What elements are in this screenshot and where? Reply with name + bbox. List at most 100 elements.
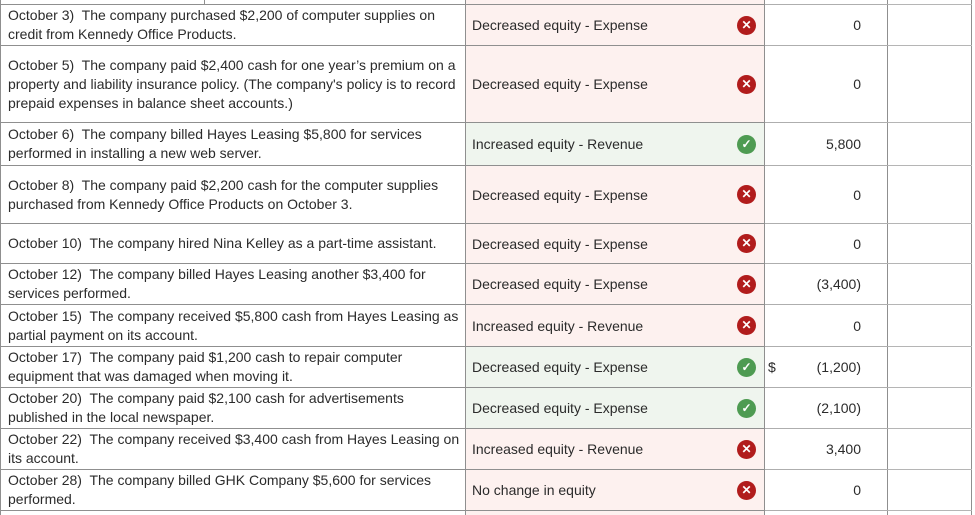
amount-value: 0	[853, 186, 861, 203]
amount-value: (2,100)	[816, 400, 861, 416]
incorrect-x-icon: ✕	[737, 74, 756, 94]
equity-effect-value: Increased equity - Revenue	[472, 317, 644, 334]
amount-value: 0	[853, 17, 861, 33]
equity-effect-value: Decreased equity - Expense	[472, 186, 648, 203]
incorrect-x-icon: ✕	[737, 316, 756, 335]
amount-value: 5,800	[825, 136, 861, 152]
transaction-description-cell	[0, 0, 466, 5]
equity-effect-cell[interactable]: Increased equity - Revenue ✕	[465, 304, 765, 347]
transaction-description-cell: October 12) The company billed Hayes Lea…	[0, 263, 466, 305]
table-row: October 15) The company received $5,800 …	[0, 304, 972, 347]
amount-cell	[764, 510, 888, 515]
amount-cell[interactable]: 0	[764, 45, 888, 123]
equity-effect-value: Decreased equity - Expense	[472, 235, 648, 252]
table-row: October 12) The company billed Hayes Lea…	[0, 263, 972, 305]
transaction-description: October 10) The company hired Nina Kelle…	[8, 235, 437, 251]
transaction-description-cell: October 15) The company received $5,800 …	[0, 304, 466, 347]
incorrect-x-icon: ✕	[737, 439, 756, 459]
equity-effect-value: Decreased equity - Expense	[472, 359, 648, 375]
incorrect-x-icon: ✕	[737, 480, 756, 500]
transaction-description: October 17) The company paid $1,200 cash…	[8, 349, 407, 384]
amount-value: (3,400)	[816, 276, 861, 292]
transaction-description: October 22) The company received $3,400 …	[8, 431, 463, 466]
empty-cell	[887, 45, 972, 123]
equity-effect-cell[interactable]: Decreased equity - Expense ✓	[465, 387, 765, 429]
table-row: October 3) The company purchased $2,200 …	[0, 4, 972, 46]
transaction-description: October 28) The company billed GHK Compa…	[8, 472, 435, 507]
transaction-description: October 20) The company paid $2,100 cash…	[8, 390, 408, 425]
amount-value: 0	[853, 235, 861, 252]
transaction-description: October 12) The company billed Hayes Lea…	[8, 266, 430, 301]
empty-cell	[887, 469, 972, 511]
transaction-description-cell: October 10) The company hired Nina Kelle…	[0, 223, 466, 264]
equity-effect-cell[interactable]: Decreased equity - Expense ✕	[465, 263, 765, 305]
table-row: October 8) The company paid $2,200 cash …	[0, 165, 972, 224]
table-row: October 6) The company billed Hayes Leas…	[0, 122, 972, 166]
incorrect-x-icon: ✕	[737, 185, 756, 204]
amount-cell[interactable]: 5,800	[764, 122, 888, 166]
amount-cell[interactable]: 0	[764, 469, 888, 511]
table-row: October 10) The company hired Nina Kelle…	[0, 223, 972, 264]
amount-value: 3,400	[825, 441, 861, 457]
equity-effect-value: Increased equity - Revenue	[472, 136, 644, 152]
transaction-description-cell: October 6) The company billed Hayes Leas…	[0, 122, 466, 166]
amount-cell[interactable]: 0	[764, 4, 888, 46]
partial-row-below	[0, 510, 972, 515]
transaction-description-cell: October 20) The company paid $2,100 cash…	[0, 387, 466, 429]
table-row: October 17) The company paid $1,200 cash…	[0, 346, 972, 388]
transaction-description: October 3) The company purchased $2,200 …	[8, 7, 439, 42]
table-row: October 5) The company paid $2,400 cash …	[0, 45, 972, 123]
transaction-description-cell: October 5) The company paid $2,400 cash …	[0, 45, 466, 123]
correct-check-icon: ✓	[737, 357, 756, 377]
equity-effect-cell[interactable]: No change in equity ✕	[465, 469, 765, 511]
empty-cell	[887, 122, 972, 166]
amount-cell[interactable]: $ (1,200)	[764, 346, 888, 388]
transaction-description: October 15) The company received $5,800 …	[8, 307, 463, 343]
amount-value: (1,200)	[816, 359, 861, 375]
incorrect-x-icon: ✕	[737, 234, 756, 253]
amount-cell[interactable]: 0	[764, 223, 888, 264]
amount-cell[interactable]: 3,400	[764, 428, 888, 470]
empty-cell	[887, 4, 972, 46]
equity-effect-value: Decreased equity - Expense	[472, 276, 648, 292]
equity-effect-cell[interactable]: Increased equity - Revenue ✕	[465, 428, 765, 470]
equity-effect-value: Decreased equity - Expense	[472, 17, 648, 33]
transaction-description: October 8) The company paid $2,200 cash …	[8, 176, 442, 212]
amount-cell[interactable]: 0	[764, 165, 888, 224]
transaction-description-cell	[0, 510, 466, 515]
currency-symbol: $	[768, 359, 776, 375]
equity-effect-cell[interactable]: Decreased equity - Expense ✕	[465, 223, 765, 264]
amount-value: 0	[853, 317, 861, 334]
transaction-description-cell: October 17) The company paid $1,200 cash…	[0, 346, 466, 388]
incorrect-x-icon: ✕	[737, 274, 756, 294]
empty-cell	[887, 165, 972, 224]
transaction-description: October 6) The company billed Hayes Leas…	[8, 126, 426, 161]
table-row: October 22) The company received $3,400 …	[0, 428, 972, 470]
empty-cell	[887, 387, 972, 429]
transaction-description-cell: October 22) The company received $3,400 …	[0, 428, 466, 470]
empty-cell	[887, 263, 972, 305]
amount-cell[interactable]: 0	[764, 304, 888, 347]
equity-effect-cell[interactable]: Increased equity - Revenue ✓	[465, 122, 765, 166]
transaction-description-cell: October 8) The company paid $2,200 cash …	[0, 165, 466, 224]
table-row: October 20) The company paid $2,100 cash…	[0, 387, 972, 429]
empty-cell	[887, 510, 972, 515]
empty-cell	[887, 346, 972, 388]
equity-effect-value: No change in equity	[472, 482, 596, 498]
empty-cell	[887, 428, 972, 470]
equity-effect-value: Decreased equity - Expense	[472, 76, 648, 92]
table-row: October 28) The company billed GHK Compa…	[0, 469, 972, 511]
cell-border-fragment	[204, 0, 205, 4]
empty-cell	[887, 304, 972, 347]
equity-effect-cell[interactable]: Decreased equity - Expense ✕	[465, 165, 765, 224]
equity-effect-cell	[465, 510, 765, 515]
cutoff-row-fragment	[2, 0, 465, 4]
transaction-description: October 5) The company paid $2,400 cash …	[8, 56, 460, 111]
amount-cell[interactable]: (3,400)	[764, 263, 888, 305]
equity-effect-cell[interactable]: Decreased equity - Expense ✕	[465, 4, 765, 46]
equity-effect-value: Increased equity - Revenue	[472, 441, 644, 457]
equity-effect-cell[interactable]: Decreased equity - Expense ✕	[465, 45, 765, 123]
incorrect-x-icon: ✕	[737, 15, 756, 35]
equity-effect-cell[interactable]: Decreased equity - Expense ✓	[465, 346, 765, 388]
amount-cell[interactable]: (2,100)	[764, 387, 888, 429]
